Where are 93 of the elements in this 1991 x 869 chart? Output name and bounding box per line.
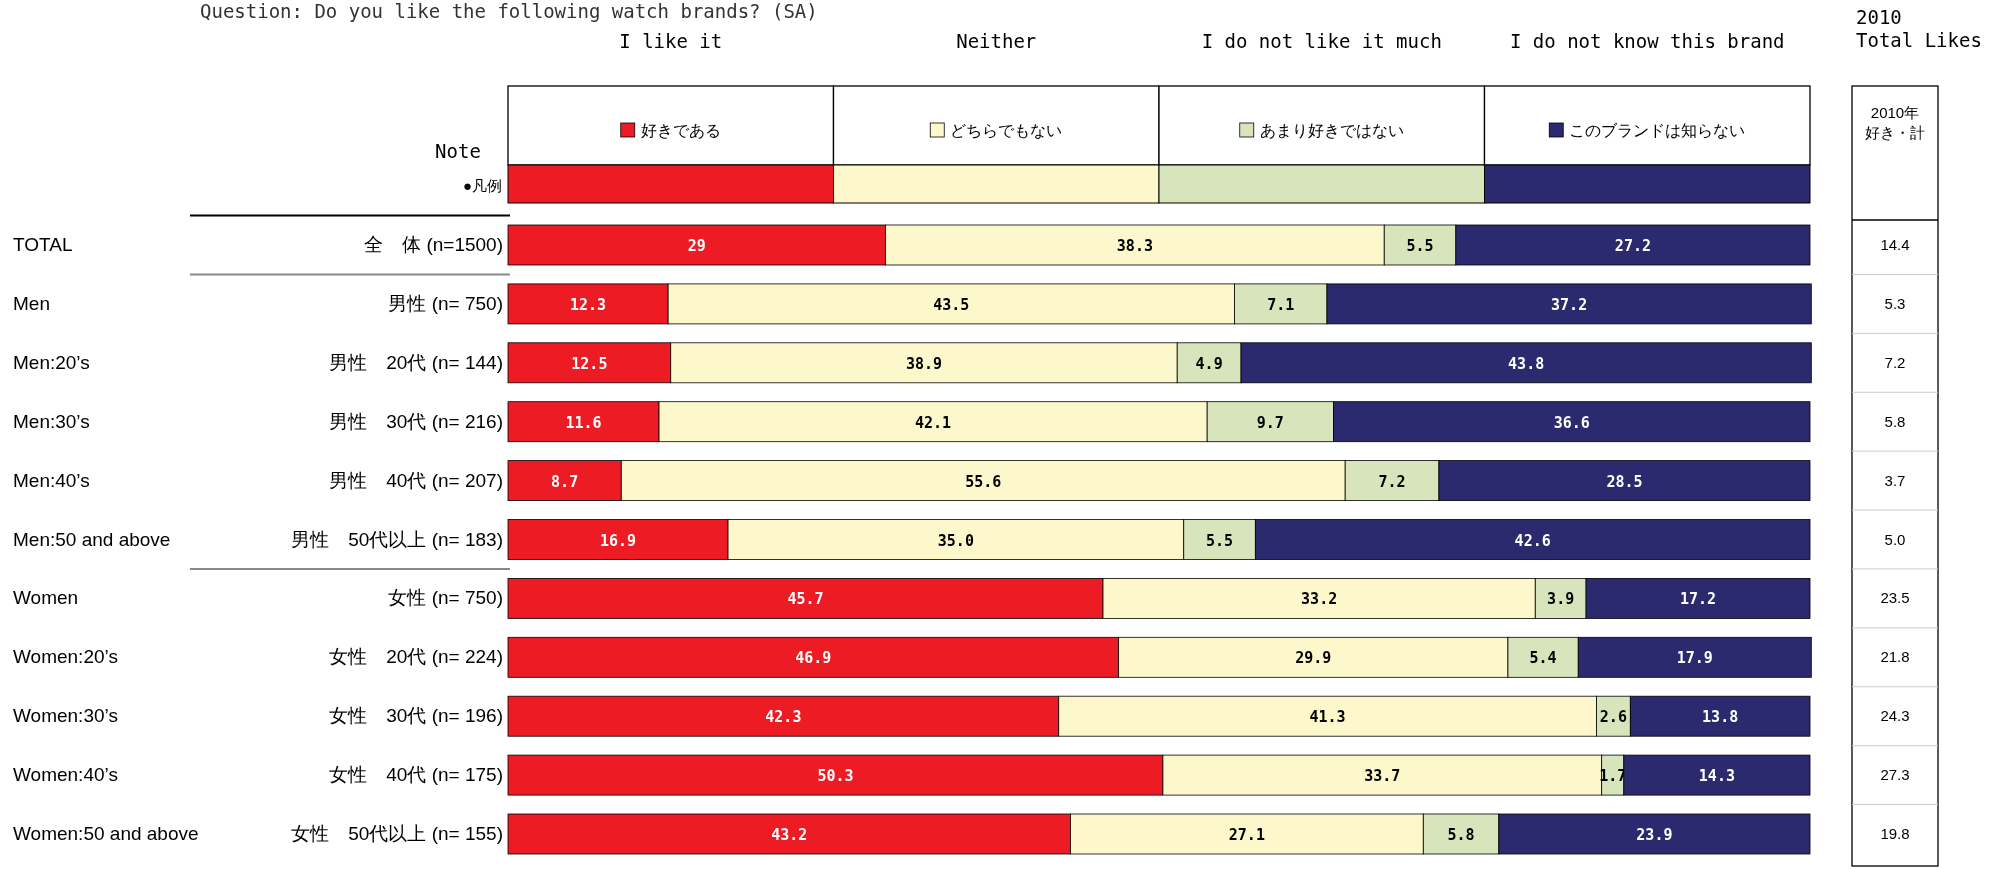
data-label: 50.3 xyxy=(817,767,854,786)
data-label: 46.9 xyxy=(795,649,832,668)
legend-label: このブランドは知らない xyxy=(1569,122,1746,139)
data-label: 7.1 xyxy=(1267,295,1295,314)
data-label: 17.2 xyxy=(1679,590,1717,609)
data-label: 16.9 xyxy=(599,531,637,550)
data-label: 27.1 xyxy=(1228,826,1265,844)
category-label: 男性 50代以上 (n= 183) xyxy=(291,528,503,550)
data-label: 43.2 xyxy=(771,826,808,844)
legend-label: どちらでもない xyxy=(950,122,1063,139)
data-label: 14.4 xyxy=(1880,236,1910,253)
text: Men:20’s xyxy=(13,351,90,373)
category-label: 男性 20代 (n= 144) xyxy=(329,351,503,373)
data-label: 11.6 xyxy=(565,413,602,432)
category-label: 女性 50代以上 (n= 155) xyxy=(291,823,503,844)
category-label: 男性 (n= 750) xyxy=(388,292,503,314)
data-label: 5.5 xyxy=(1406,237,1434,255)
category-label: 女性 (n= 750) xyxy=(388,587,503,609)
text: I do not like it much xyxy=(1201,30,1442,52)
data-label: 42.3 xyxy=(765,708,802,727)
data-label: 2.6 xyxy=(1599,708,1627,727)
data-label: 8.7 xyxy=(551,472,579,491)
text: Men xyxy=(13,292,50,314)
data-label: 12.3 xyxy=(570,295,607,314)
data-label: 5.3 xyxy=(1884,294,1906,312)
data-label: 37.2 xyxy=(1551,295,1588,314)
legend-label: あまり好きではない xyxy=(1259,122,1404,139)
data-label: 33.7 xyxy=(1364,767,1401,786)
data-label: 35.0 xyxy=(937,531,974,550)
text: Men:40’s xyxy=(13,469,90,491)
data-label: 42.1 xyxy=(915,413,952,432)
category-label: 女性 20代 (n= 224) xyxy=(329,646,503,668)
text: Women:40’s xyxy=(13,764,118,786)
text: TOTAL xyxy=(13,234,73,255)
text: Women:20’s xyxy=(13,646,118,668)
text: 2010 Total Likes xyxy=(1856,6,1982,51)
data-label: 3.9 xyxy=(1547,590,1575,609)
text: I like it xyxy=(619,30,723,52)
category-label: 全 体 (n=1500) xyxy=(364,234,503,255)
category-label: 女性 30代 (n= 196) xyxy=(329,705,503,727)
data-label: 27.3 xyxy=(1880,766,1910,784)
data-label: 43.5 xyxy=(933,295,970,314)
data-label: 13.8 xyxy=(1702,708,1739,727)
data-label: 5.4 xyxy=(1529,649,1557,668)
data-label: 19.8 xyxy=(1880,825,1910,842)
data-label: 29 xyxy=(687,237,706,255)
data-label: 14.3 xyxy=(1698,767,1735,786)
data-label: 38.3 xyxy=(1116,237,1153,255)
text: Men:50 and above xyxy=(13,528,171,550)
text: Men:30’s xyxy=(13,410,90,432)
data-label: 5.5 xyxy=(1206,531,1234,550)
data-label: 42.6 xyxy=(1514,531,1551,550)
legend-entry: あまり好きではない xyxy=(1158,122,1485,204)
data-label: 17.9 xyxy=(1676,649,1713,668)
data-label: 45.7 xyxy=(787,590,824,609)
data-label: 5.8 xyxy=(1884,412,1906,430)
data-label: 23.5 xyxy=(1880,589,1910,607)
legend-entry: どちらでもない xyxy=(833,122,1160,204)
data-label: 27.2 xyxy=(1614,237,1651,255)
data-label: 5.0 xyxy=(1884,530,1906,548)
data-label: 24.3 xyxy=(1880,707,1910,725)
text: I do not know this brand xyxy=(1509,30,1785,52)
text: Note xyxy=(435,140,481,162)
text: Women:30’s xyxy=(13,705,118,727)
data-label: 3.7 xyxy=(1884,471,1906,489)
data-label: 4.9 xyxy=(1195,354,1223,373)
legend-entry: 好きである xyxy=(507,122,834,204)
data-label: 7.2 xyxy=(1884,353,1906,371)
data-label: 5.8 xyxy=(1447,826,1475,844)
chart-title: Question: Do you like the following watch brands? (SA) xyxy=(200,0,818,22)
data-label: 9.7 xyxy=(1256,413,1284,432)
category-label: 男性 40代 (n= 207) xyxy=(329,469,503,491)
data-label: 36.6 xyxy=(1553,413,1590,432)
text: Women xyxy=(13,587,79,609)
data-label: 28.5 xyxy=(1606,472,1643,491)
text: Neither xyxy=(956,30,1037,52)
legend-entry: このブランドは知らない xyxy=(1484,122,1811,204)
data-label: 38.9 xyxy=(905,354,943,373)
data-label: 12.5 xyxy=(571,354,608,373)
data-label: 41.3 xyxy=(1309,708,1346,727)
data-label: 23.9 xyxy=(1636,826,1673,844)
category-label: 女性 40代 (n= 175) xyxy=(329,764,503,786)
data-label: 7.2 xyxy=(1378,472,1406,491)
data-label: 33.2 xyxy=(1301,590,1338,609)
text: Women:50 and above xyxy=(13,823,199,844)
legend-label: 好きである xyxy=(640,122,721,139)
legend-title: ●凡例 xyxy=(462,177,502,194)
data-label: 43.8 xyxy=(1508,354,1545,373)
data-label: 55.6 xyxy=(965,472,1002,491)
text: 2010年好き・計 xyxy=(1865,104,1925,141)
data-label: 21.8 xyxy=(1880,648,1910,666)
data-label: 29.9 xyxy=(1295,649,1332,668)
category-label: 男性 30代 (n= 216) xyxy=(329,410,503,432)
